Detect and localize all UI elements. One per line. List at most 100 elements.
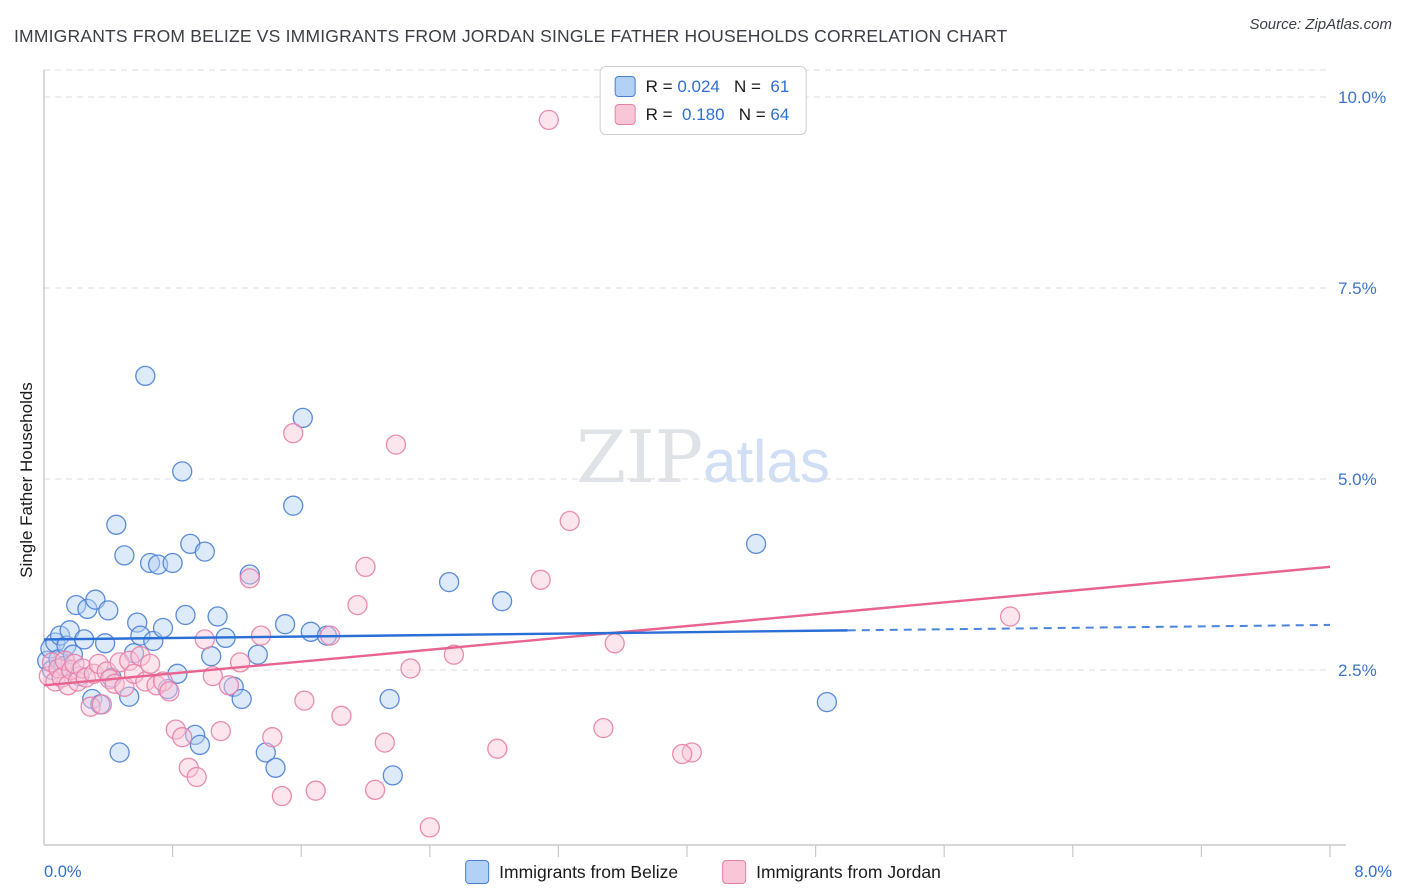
y-tick-label: 5.0% [1338, 470, 1377, 489]
scatter-point-belize [109, 742, 130, 763]
scatter-point-belize [135, 365, 156, 387]
scatter-point-jordan [347, 594, 368, 616]
page-title: IMMIGRANTS FROM BELIZE VS IMMIGRANTS FRO… [14, 25, 1008, 46]
scatter-point-jordan [400, 658, 421, 679]
scatter-point-jordan [999, 606, 1021, 627]
scatter-point-jordan [604, 633, 625, 654]
scatter-point-belize [127, 612, 148, 633]
belize-swatch-icon [465, 860, 490, 884]
scatter-point-belize [119, 686, 140, 707]
scatter-point-belize [255, 742, 276, 763]
scatter-point-jordan [355, 556, 376, 578]
scatter-point-belize [189, 734, 211, 756]
scatter-point-belize [162, 552, 183, 574]
x-axis-min-label: 0.0% [44, 863, 82, 881]
n-label: N = [724, 104, 771, 124]
scatter-point-jordan [159, 681, 180, 702]
scatter-point-belize [207, 606, 228, 627]
scatter-point-belize [114, 545, 135, 566]
series-legend: Immigrants from Belize Immigrants from J… [465, 860, 941, 884]
r-label: R = [645, 76, 678, 96]
scatter-point-jordan [672, 743, 693, 765]
scatter-point-belize [283, 495, 304, 516]
scatter-point-jordan [262, 727, 283, 748]
scatter-point-belize [175, 604, 196, 626]
scatter-point-belize [247, 644, 268, 665]
scatter-point-jordan [419, 817, 440, 838]
scatter-point-belize [265, 757, 286, 778]
r-label: R = [645, 104, 678, 124]
scatter-point-jordan [119, 650, 140, 671]
scatter-point-jordan [283, 423, 304, 444]
scatter-point-belize [379, 688, 400, 710]
scatter-point-jordan [331, 705, 352, 726]
scatter-point-jordan [305, 780, 326, 801]
scatter-point-belize [382, 765, 403, 786]
scatter-point-jordan [239, 568, 260, 589]
scatter-point-belize [438, 571, 460, 593]
y-tick-label: 2.5% [1338, 661, 1377, 680]
stats-row-belize: R = 0.024 N = 61 [614, 76, 790, 97]
scatter-point-jordan [88, 653, 109, 675]
legend-label-jordan: Immigrants from Jordan [756, 861, 941, 882]
scatter-point-belize [152, 617, 174, 639]
scatter-point-jordan [218, 675, 240, 696]
scatter-point-belize [66, 594, 87, 616]
jordan-swatch-icon [722, 860, 747, 884]
scatter-point-jordan [487, 738, 508, 759]
scatter-point-belize [139, 552, 161, 574]
scatter-point-jordan [294, 690, 315, 711]
scatter-point-jordan [250, 625, 272, 646]
scatter-point-belize [816, 691, 838, 713]
y-tick-label: 7.5% [1338, 279, 1377, 298]
scatter-point-belize [201, 646, 222, 667]
scatter-point-jordan [374, 732, 395, 753]
scatter-point-belize [172, 461, 193, 482]
scatter-point-jordan [271, 785, 293, 807]
scatter-point-jordan [194, 629, 215, 650]
n-value: 61 [765, 76, 790, 96]
scatter-point-belize [184, 724, 206, 746]
scatter-point-jordan [385, 434, 407, 455]
jordan-trend-line [43, 565, 1331, 687]
scatter-point-jordan [172, 727, 193, 748]
legend-item-belize: Immigrants from Belize [465, 860, 678, 884]
r-value: 0.024 [677, 76, 720, 96]
scatter-point-belize [231, 688, 252, 710]
scatter-point-belize [745, 533, 767, 555]
scatter-point-jordan [91, 694, 113, 715]
scatter-point-belize [98, 600, 119, 621]
belize-trend-line-dashed [847, 623, 1331, 632]
y-tick-label: 10.0% [1338, 88, 1386, 107]
scatter-point-jordan [364, 779, 386, 801]
stats-legend-box: R = 0.024 N = 61 R = 0.180 N = 64 [599, 66, 807, 135]
scatter-point-belize [274, 614, 296, 635]
jordan-swatch-icon [614, 104, 636, 125]
scatter-point-jordan [593, 717, 614, 739]
scatter-point-jordan [186, 766, 207, 788]
scatter-point-jordan [152, 671, 174, 692]
scatter-point-jordan [210, 720, 231, 742]
scatter-point-jordan [83, 663, 104, 684]
scatter-point-jordan [45, 671, 66, 692]
n-value: 64 [770, 104, 790, 124]
scatter-point-belize [94, 633, 116, 654]
scatter-point-belize [106, 514, 127, 535]
scatter-point-jordan [559, 510, 580, 532]
scatter-point-belize [130, 625, 151, 646]
stats-row-jordan: R = 0.180 N = 64 [614, 104, 790, 125]
x-axis-max-label: 8.0% [1354, 863, 1392, 881]
scatter-point-belize [491, 591, 513, 612]
scatter-point-belize [194, 541, 215, 562]
scatter-point-jordan [443, 644, 465, 665]
scatter-point-jordan [139, 653, 161, 675]
source-label: Source: ZipAtlas.com [1249, 16, 1392, 33]
scatter-point-belize [292, 407, 313, 429]
scatter-point-belize [147, 554, 169, 575]
scatter-point-jordan [229, 652, 251, 673]
scatter-point-jordan [538, 109, 559, 131]
r-value: 0.180 [677, 104, 725, 124]
scatter-point-jordan [530, 569, 551, 590]
